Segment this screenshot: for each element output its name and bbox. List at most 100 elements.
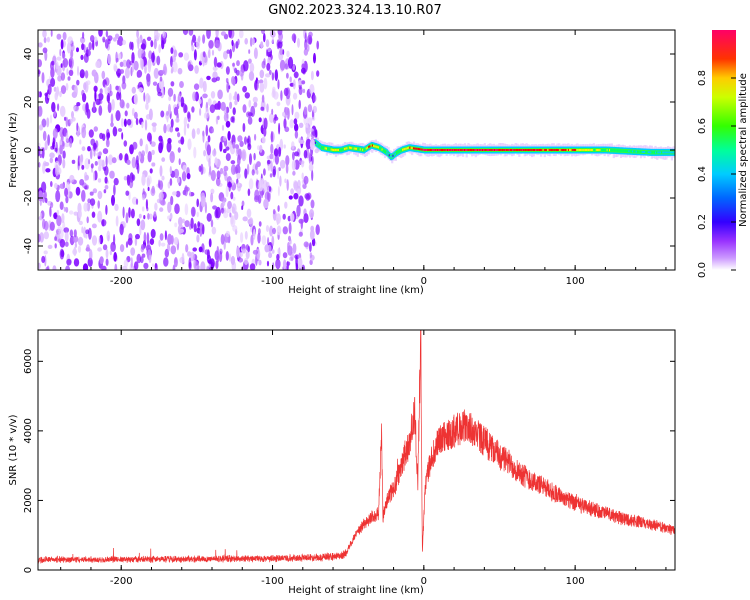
noise-blob [287, 241, 290, 251]
noise-blob [161, 39, 165, 50]
noise-blob [91, 211, 96, 218]
noise-blob [126, 118, 132, 126]
noise-blob [47, 93, 50, 99]
noise-blob [109, 83, 112, 93]
track-core [489, 149, 491, 151]
track-core [426, 149, 428, 151]
noise-blob [102, 244, 108, 251]
noise-blob [59, 201, 64, 210]
noise-blob [41, 255, 46, 264]
noise-blob [284, 107, 289, 116]
track-core [517, 149, 519, 151]
track-core [530, 149, 532, 151]
noise-blob [263, 198, 269, 209]
noise-blob [277, 41, 283, 49]
noise-blob [271, 35, 274, 44]
track-core [575, 149, 577, 151]
track-core [388, 154, 391, 157]
track-core [606, 149, 609, 152]
noise-blob [123, 259, 129, 268]
noise-blob [88, 129, 94, 138]
noise-blob [307, 104, 313, 113]
track-core [379, 147, 381, 149]
noise-blob [150, 40, 154, 48]
track-core [629, 150, 632, 153]
noise-blob [86, 80, 91, 86]
noise-blob [44, 50, 48, 61]
track-core [350, 146, 352, 149]
noise-blob [135, 118, 139, 126]
noise-blob [38, 190, 44, 202]
colorbar: 0.0 0.2 0.4 0.6 0.8 Normalized spectral ampl… [697, 30, 749, 278]
track-core [466, 149, 468, 151]
noise-blob [50, 30, 53, 37]
track-core [460, 149, 462, 151]
track-core [611, 149, 614, 152]
noise-blob [228, 30, 232, 38]
noise-blob [288, 235, 291, 242]
track-core [365, 147, 368, 150]
noise-blob [94, 71, 97, 78]
track-core [549, 149, 552, 151]
noise-blob [62, 158, 66, 169]
noise-blob [44, 197, 48, 204]
noise-blob [244, 168, 248, 179]
track-core [572, 149, 575, 151]
track-core [380, 147, 382, 150]
noise-blob [147, 186, 150, 192]
track-core [408, 146, 410, 149]
noise-blob [312, 94, 317, 102]
track-core [438, 149, 440, 151]
noise-blob [277, 79, 280, 90]
noise-blob [126, 102, 130, 109]
noise-blob [290, 188, 294, 195]
noise-blob [275, 258, 281, 270]
noise-blob [265, 73, 271, 78]
noise-blob [298, 86, 303, 96]
noise-blob [92, 39, 95, 51]
track-core [557, 149, 559, 151]
noise-blob [160, 138, 164, 150]
noise-blob [38, 70, 41, 75]
track-core [544, 149, 547, 151]
track-core [451, 149, 454, 151]
noise-blob [237, 38, 240, 46]
noise-blob [69, 229, 74, 237]
noise-blob [115, 57, 119, 63]
noise-blob [66, 42, 71, 54]
noise-blob [42, 218, 46, 230]
noise-blob [220, 31, 227, 36]
noise-blob [55, 61, 59, 70]
noise-blob [80, 36, 86, 44]
noise-blob [141, 206, 145, 212]
noise-blob [246, 138, 250, 144]
noise-blob [227, 200, 232, 210]
noise-blob [248, 217, 254, 227]
track-core [570, 149, 572, 151]
noise-blob [286, 260, 289, 270]
track-core [392, 154, 394, 157]
noise-blob [269, 173, 273, 178]
noise-blob [311, 155, 314, 166]
noise-blob [140, 219, 146, 231]
noise-blob [237, 135, 243, 143]
noise-blob [60, 39, 64, 50]
noise-blob [181, 171, 187, 182]
track-core [457, 149, 460, 151]
noise-blob [192, 91, 197, 102]
track-core [394, 152, 397, 155]
noise-blob [239, 69, 245, 77]
noise-blob [40, 212, 43, 219]
noise-blobs [38, 30, 320, 270]
noise-blob [308, 163, 314, 172]
noise-blob [303, 175, 309, 185]
noise-blob [220, 207, 225, 214]
noise-blob [131, 60, 135, 73]
track-core [345, 147, 347, 150]
noise-blob [226, 81, 230, 93]
noise-blob [248, 58, 252, 64]
noise-blob [309, 84, 315, 95]
noise-blob [115, 33, 120, 39]
noise-blob [173, 168, 180, 179]
